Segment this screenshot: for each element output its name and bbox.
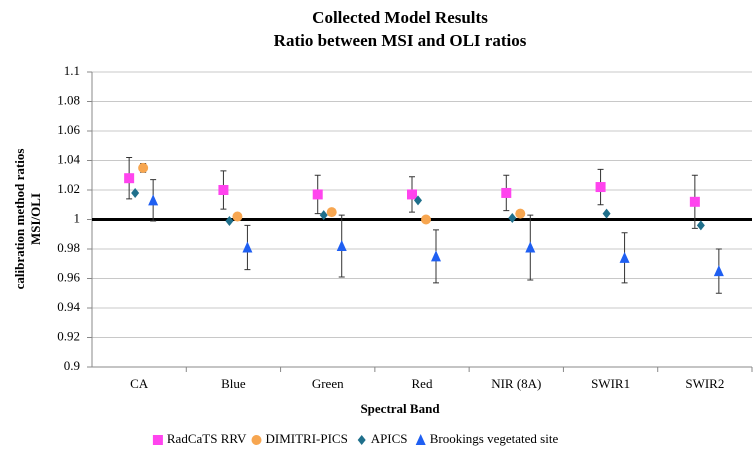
y-tick-label: 1 (74, 210, 81, 225)
x-tick-label: Green (312, 376, 344, 391)
marker (713, 265, 724, 277)
marker (421, 214, 431, 225)
y-tick-label: 1.06 (57, 122, 80, 137)
y-tick-label: 0.94 (57, 299, 80, 314)
x-tick-label: Red (412, 376, 433, 391)
marker (232, 211, 243, 222)
y-tick-label: 0.9 (64, 358, 80, 373)
y-axis-label: MSI/OLI (28, 193, 43, 245)
chart-subtitle: Ratio between MSI and OLI ratios (274, 31, 527, 50)
x-tick-label: NIR (8A) (491, 376, 541, 391)
marker (407, 189, 417, 200)
marker (218, 185, 229, 195)
legend-label: APICS (371, 431, 408, 446)
legend-marker (357, 435, 366, 445)
x-tick-label: CA (130, 376, 149, 391)
y-tick-label: 1.1 (64, 63, 80, 78)
chart-title: Collected Model Results (312, 8, 488, 27)
x-tick-label: Blue (221, 376, 246, 391)
legend-label: Brookings vegetated site (430, 431, 559, 446)
y-tick-label: 1.04 (57, 151, 80, 166)
marker (619, 251, 630, 263)
y-tick-label: 0.96 (57, 269, 80, 284)
y-tick-label: 1.02 (57, 181, 80, 196)
marker (602, 208, 611, 219)
marker (319, 210, 328, 221)
legend-marker (251, 435, 262, 445)
marker (225, 215, 234, 226)
marker (414, 195, 422, 206)
legend-marker (415, 434, 426, 445)
legend-label: RadCaTS RRV (167, 431, 247, 446)
marker (131, 187, 140, 198)
marker (138, 162, 149, 173)
y-axis-label: calibration method ratios (12, 149, 27, 290)
marker (431, 250, 441, 262)
marker (689, 196, 700, 207)
marker (312, 189, 323, 200)
marker (326, 207, 337, 218)
marker (515, 208, 526, 219)
marker (124, 173, 135, 184)
legend-label: DIMITRI-PICS (266, 431, 348, 446)
legend-marker (152, 435, 163, 445)
marker (525, 241, 536, 253)
x-tick-label: SWIR1 (591, 376, 630, 391)
x-axis-label: Spectral Band (360, 401, 440, 416)
marker (242, 241, 253, 253)
marker (501, 187, 512, 198)
marker (508, 213, 517, 224)
y-tick-label: 0.92 (57, 328, 80, 343)
marker (148, 194, 159, 206)
marker (696, 220, 705, 231)
y-tick-label: 1.08 (57, 92, 80, 107)
marker (595, 182, 606, 193)
y-tick-label: 0.98 (57, 240, 80, 255)
x-tick-label: SWIR2 (685, 376, 724, 391)
marker (336, 240, 347, 252)
